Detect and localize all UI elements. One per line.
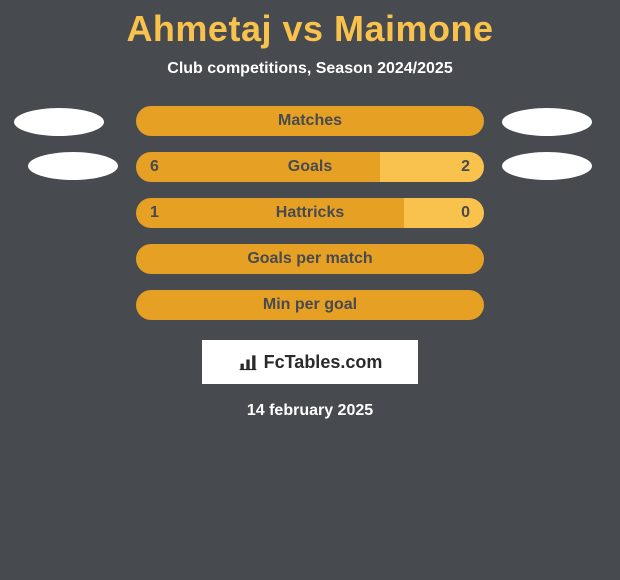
date-label: 14 february 2025 — [247, 402, 373, 420]
player-photo-placeholder — [502, 108, 592, 136]
right-photo-column — [502, 106, 606, 180]
stat-bar: Goals per match — [136, 244, 484, 274]
chart-icon — [238, 352, 258, 372]
stat-bar: Min per goal — [136, 290, 484, 320]
stat-bar: Hattricks 1 0 — [136, 198, 484, 228]
stat-bar-label: Goals per match — [247, 250, 372, 268]
comparison-area: Matches Goals 6 2 Hattricks 1 0 Goals per match… — [0, 106, 620, 320]
page-subtitle: Club competitions, Season 2024/2025 — [167, 60, 452, 78]
player-photo-placeholder — [28, 152, 118, 180]
brand-logo-text: FcTables.com — [264, 352, 383, 373]
player-photo-placeholder — [14, 108, 104, 136]
stat-value-left: 1 — [150, 204, 159, 222]
brand-logo: FcTables.com — [202, 340, 418, 384]
stat-bar-label: Hattricks — [276, 204, 344, 222]
stat-bar-label: Min per goal — [263, 296, 357, 314]
stat-bar-label: Matches — [278, 112, 342, 130]
player-photo-placeholder — [502, 152, 592, 180]
stat-bar-right-fill — [404, 198, 484, 228]
stats-bars: Matches Goals 6 2 Hattricks 1 0 Goals per match… — [136, 106, 484, 320]
stat-bar-label: Goals — [288, 158, 332, 176]
stat-value-left: 6 — [150, 158, 159, 176]
stat-bar-left-fill — [136, 198, 404, 228]
page-title: Ahmetaj vs Maimone — [126, 8, 493, 50]
stat-value-right: 2 — [461, 158, 470, 176]
stat-bar-left-fill — [136, 152, 380, 182]
left-photo-column — [14, 106, 118, 180]
stat-bar: Goals 6 2 — [136, 152, 484, 182]
stat-bar: Matches — [136, 106, 484, 136]
stat-value-right: 0 — [461, 204, 470, 222]
